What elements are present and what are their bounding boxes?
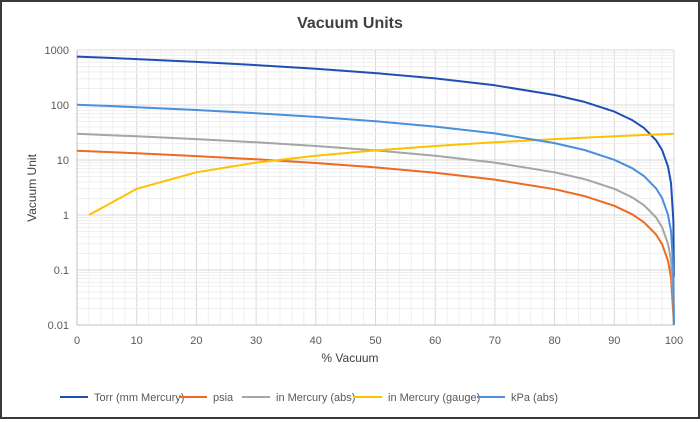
y-tick-label: 1000 [45, 45, 69, 57]
x-tick-label: 30 [250, 335, 262, 347]
series-line-in-mercury-gauge [88, 132, 675, 216]
x-tick-label: 60 [429, 335, 441, 347]
y-tick-label: 1 [63, 210, 69, 222]
series-line-in-mercury-abs [76, 132, 675, 326]
x-tick-label: 80 [548, 335, 560, 347]
y-tick-label: 0.1 [54, 265, 69, 277]
legend-label: in Mercury (gauge) [388, 392, 480, 404]
y-axis-label: Vacuum Unit [25, 153, 39, 221]
chart-title: Vacuum Units [297, 15, 403, 32]
legend-label: in Mercury (abs) [276, 392, 355, 404]
y-tick-label: 10 [57, 155, 69, 167]
series-lines [76, 55, 675, 326]
x-tick-label: 50 [369, 335, 381, 347]
x-tick-label: 0 [74, 335, 80, 347]
y-tick-label: 0.01 [48, 320, 69, 332]
x-tick-label: 90 [608, 335, 620, 347]
series-line-psia [76, 149, 675, 326]
x-tick-label: 20 [190, 335, 202, 347]
x-tick-label: 10 [131, 335, 143, 347]
series-line-kpa-abs [76, 103, 675, 326]
legend-label: kPa (abs) [511, 392, 558, 404]
legend-label: psia [213, 392, 234, 404]
y-tick-label: 100 [51, 100, 69, 112]
x-tick-label: 70 [489, 335, 501, 347]
legend-label: Torr (mm Mercury) [94, 392, 184, 404]
tick-labels: 0 10 20 30 40 50 60 70 80 90 100 0.01 0.1 1 10 100 1000 [45, 45, 684, 347]
gridlines [76, 49, 675, 326]
x-tick-label: 40 [310, 335, 322, 347]
vacuum-units-chart: Vacuum Units 0 10 20 30 40 50 60 70 80 90 1000.010… [25, 15, 684, 404]
legend: Torr (mm Mercury) psia in Mercury (abs) in … [60, 392, 558, 404]
x-axis-label: % Vacuum [321, 351, 378, 365]
series-line-torr-mm-mercury [76, 55, 675, 277]
x-tick-label: 100 [665, 335, 683, 347]
